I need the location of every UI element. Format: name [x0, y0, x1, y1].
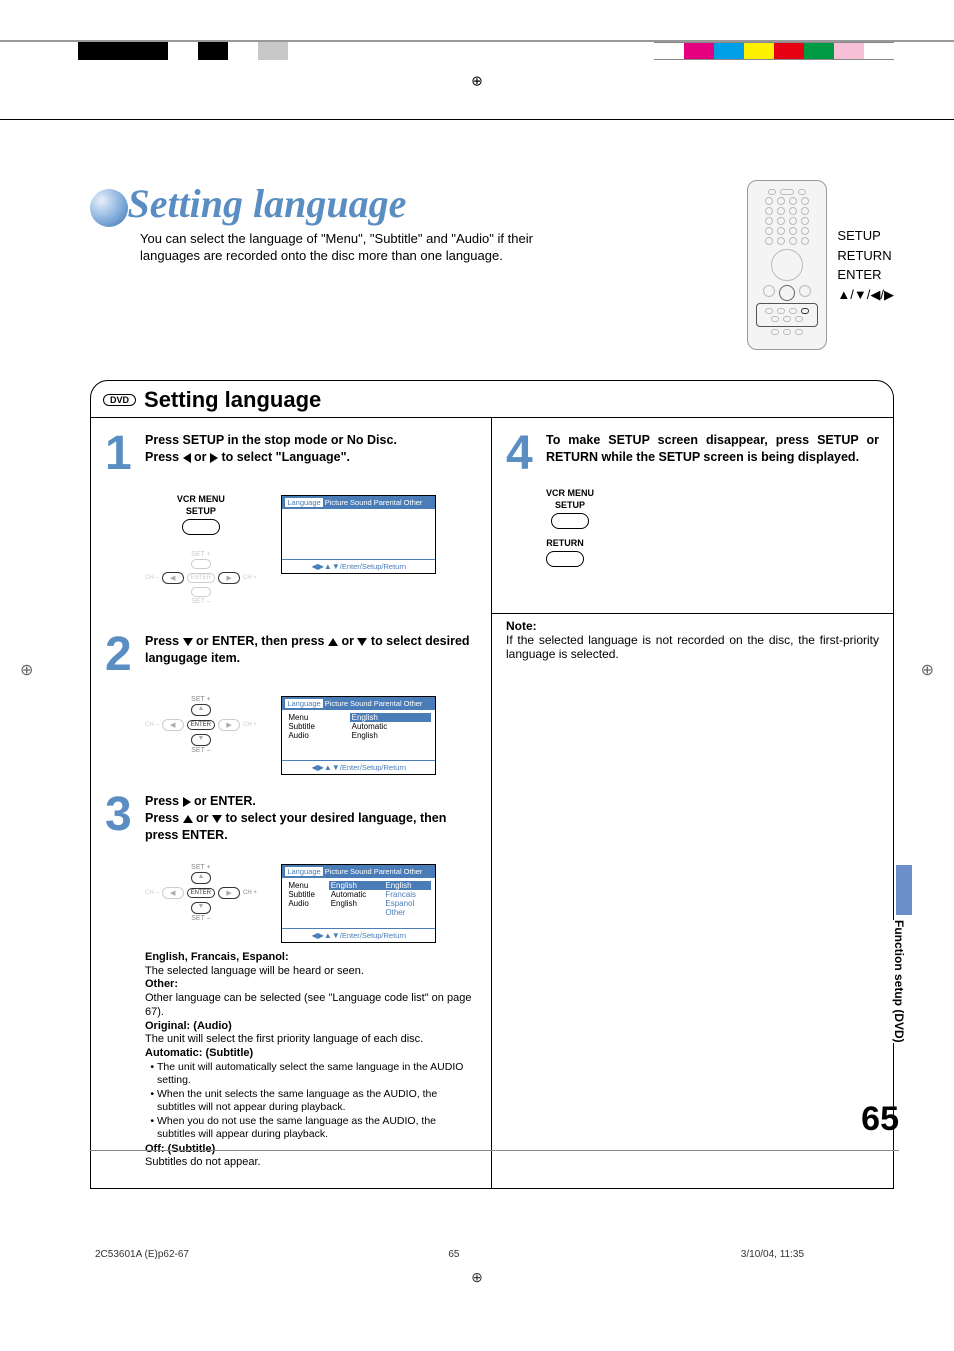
step4-text: To make SETUP screen disappear, press SE…	[546, 432, 879, 475]
step-number-4: 4	[506, 432, 546, 475]
step4-remote-setup: VCR MENU SETUP	[546, 489, 594, 531]
step2-osd: LanguagePictureSoundParentalOther MenuEn…	[281, 696, 436, 775]
step-1: 1 Press SETUP in the stop mode or No Dis…	[105, 432, 477, 475]
step1-line1: Press SETUP in the stop mode or No Disc.	[145, 432, 477, 449]
remote-label-arrows: ▲/▼/◀/▶	[837, 285, 894, 305]
arrow-right-icon	[183, 797, 191, 807]
arrow-down-icon	[357, 638, 367, 646]
step-number-1: 1	[105, 432, 145, 475]
step4-remote-return: RETURN	[546, 539, 584, 569]
arrow-up-icon	[183, 815, 193, 823]
remote-label-enter: ENTER	[837, 265, 894, 285]
page-subtitle: You can select the language of "Menu", "…	[140, 231, 570, 265]
side-accent-bar	[896, 865, 912, 915]
step-2: 2 Press or ENTER, then press or to selec…	[105, 633, 477, 676]
step3-line2: Press or to select your desired language…	[145, 810, 477, 844]
step3-description: English, Francais, Espanol: The selected…	[145, 951, 477, 1170]
step-4: 4 To make SETUP screen disappear, press …	[506, 432, 879, 475]
remote-label-setup: SETUP	[837, 226, 894, 246]
arrow-down-icon	[183, 638, 193, 646]
footer-doc-id: 2C53601A (E)p62-67	[95, 1249, 189, 1260]
arrow-down-icon	[212, 815, 222, 823]
section-title: Setting language	[144, 387, 321, 413]
dvd-badge: DVD	[103, 394, 136, 406]
register-mark-bottom: ⊕	[471, 1269, 483, 1286]
footer-rule	[90, 1150, 899, 1151]
remote-label-return: RETURN	[837, 246, 894, 266]
step3-osd: LanguagePictureSoundParentalOther MenuEn…	[281, 864, 436, 943]
footer-timestamp: 3/10/04, 11:35	[741, 1249, 804, 1260]
remote-diagram: SETUP RETURN ENTER ▲/▼/◀/▶	[747, 180, 894, 350]
register-mark-top: ⊕	[471, 72, 483, 89]
step-3: 3 Press or ENTER. Press or to select you…	[105, 793, 477, 844]
step3-remote-snippet: SET + ▲ CH – ◀ ENTER ▶ CH + ▼ SET –	[145, 864, 257, 922]
arrow-up-icon	[328, 638, 338, 646]
step-number-2: 2	[105, 633, 145, 676]
section-header: DVD Setting language	[90, 380, 894, 418]
color-registration-bar: ⊕	[0, 40, 954, 120]
step2-text: Press or ENTER, then press or to select …	[145, 633, 477, 667]
page-title: Setting language	[127, 181, 406, 226]
step1-remote-snippet: VCR MENU SETUP SET + CH – ◀ ENTER ▶ CH +…	[145, 495, 257, 605]
footer-page: 65	[448, 1249, 459, 1260]
side-tab-label: Function setup (DVD)	[892, 920, 906, 1043]
note-block: Note: If the selected language is not re…	[506, 619, 879, 661]
note-text: If the selected language is not recorded…	[506, 633, 879, 661]
arrow-right-icon	[210, 453, 218, 463]
arrow-left-icon	[183, 453, 191, 463]
step3-line1: Press or ENTER.	[145, 793, 477, 810]
note-heading: Note:	[506, 619, 537, 633]
step2-remote-snippet: SET + ▲ CH – ◀ ENTER ▶ CH + ▼ SET –	[145, 696, 257, 754]
page-number: 65	[861, 1100, 899, 1139]
colorbar-left	[78, 42, 318, 60]
step1-line2: Press or to select "Language".	[145, 449, 477, 466]
colorbar-right	[654, 42, 894, 60]
title-sphere-icon	[90, 189, 128, 227]
remote-label-list: SETUP RETURN ENTER ▲/▼/◀/▶	[837, 226, 894, 304]
step1-osd: LanguagePictureSoundParentalOther ◀▶▲▼/E…	[281, 495, 436, 574]
step-number-3: 3	[105, 793, 145, 844]
print-footer: 2C53601A (E)p62-67 65 3/10/04, 11:35 ⊕	[0, 1229, 954, 1289]
